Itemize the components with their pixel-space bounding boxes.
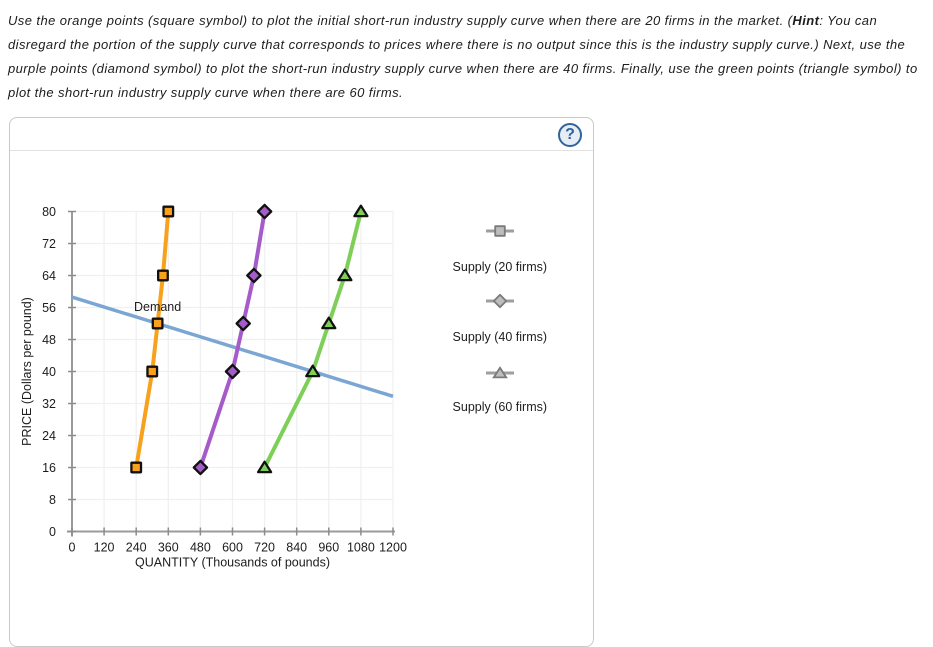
series-supply-40-firms-[interactable] [192, 203, 273, 476]
legend-label: Supply (20 firms) [452, 260, 548, 274]
y-tick-label: 8 [49, 493, 56, 507]
panel-header: ? [10, 118, 593, 151]
y-tick-label: 48 [42, 333, 56, 347]
demand-line-label: Demand [134, 300, 181, 314]
y-tick-label: 24 [42, 429, 56, 443]
panel-body: 0 120 240 360 480 600 720 840 960 1080 1200 0 8 16 24 3… [10, 152, 593, 646]
legend-marker-triangle[interactable] [478, 364, 522, 387]
x-axis-title: QUANTITY (Thousands of pounds) [135, 556, 330, 570]
y-tick-label: 32 [42, 397, 56, 411]
x-tick-label: 840 [286, 541, 307, 555]
y-tick-label: 64 [42, 269, 56, 283]
graph-panel: ? 0 120 240 360 480 600 720 840 960 1080 1200 0 8 16 2… [9, 117, 594, 647]
legend-label: Supply (60 firms) [452, 399, 548, 414]
help-button[interactable]: ? [558, 123, 582, 147]
x-tick-label: 600 [222, 541, 243, 555]
legend-label: Supply (40 firms) [452, 329, 548, 344]
y-tick-label: 80 [42, 205, 56, 219]
instruction-line-2: disregard the portion of the supply curv… [8, 37, 906, 52]
y-tick-label: 0 [49, 525, 56, 539]
y-tick-label: 56 [42, 301, 56, 315]
instruction-line-4: plot the short-run industry supply curve… [8, 85, 404, 100]
instruction-line-3: purple points (diamond symbol) to plot t… [8, 61, 918, 76]
series-demand [71, 295, 394, 398]
y-tick-label: 16 [42, 461, 56, 475]
instruction-line-1: Use the orange points (square symbol) to… [8, 13, 878, 28]
x-tick-label: 120 [94, 541, 115, 555]
x-tick-label: 1080 [347, 541, 375, 555]
y-tick-label: 40 [42, 365, 56, 379]
x-tick-label: 480 [190, 541, 211, 555]
y-axis-title: PRICE (Dollars per pound) [20, 297, 34, 446]
legend-marker-square[interactable] [478, 222, 522, 245]
x-tick-label: 0 [69, 541, 76, 555]
x-tick-label: 240 [126, 541, 147, 555]
instructions: Use the orange points (square symbol) to… [8, 9, 928, 105]
supply-demand-chart[interactable]: 0 120 240 360 480 600 720 840 960 1080 1200 0 8 16 24 3… [10, 118, 470, 598]
series-supply-20-firms-[interactable] [130, 205, 175, 474]
x-tick-label: 720 [254, 541, 275, 555]
x-tick-label: 1200 [379, 541, 407, 555]
y-tick-label: 72 [42, 237, 56, 251]
series-supply-60-firms-[interactable] [256, 204, 369, 474]
x-tick-label: 360 [158, 541, 179, 555]
legend-marker-diamond[interactable] [478, 292, 522, 315]
x-tick-label: 960 [318, 541, 339, 555]
